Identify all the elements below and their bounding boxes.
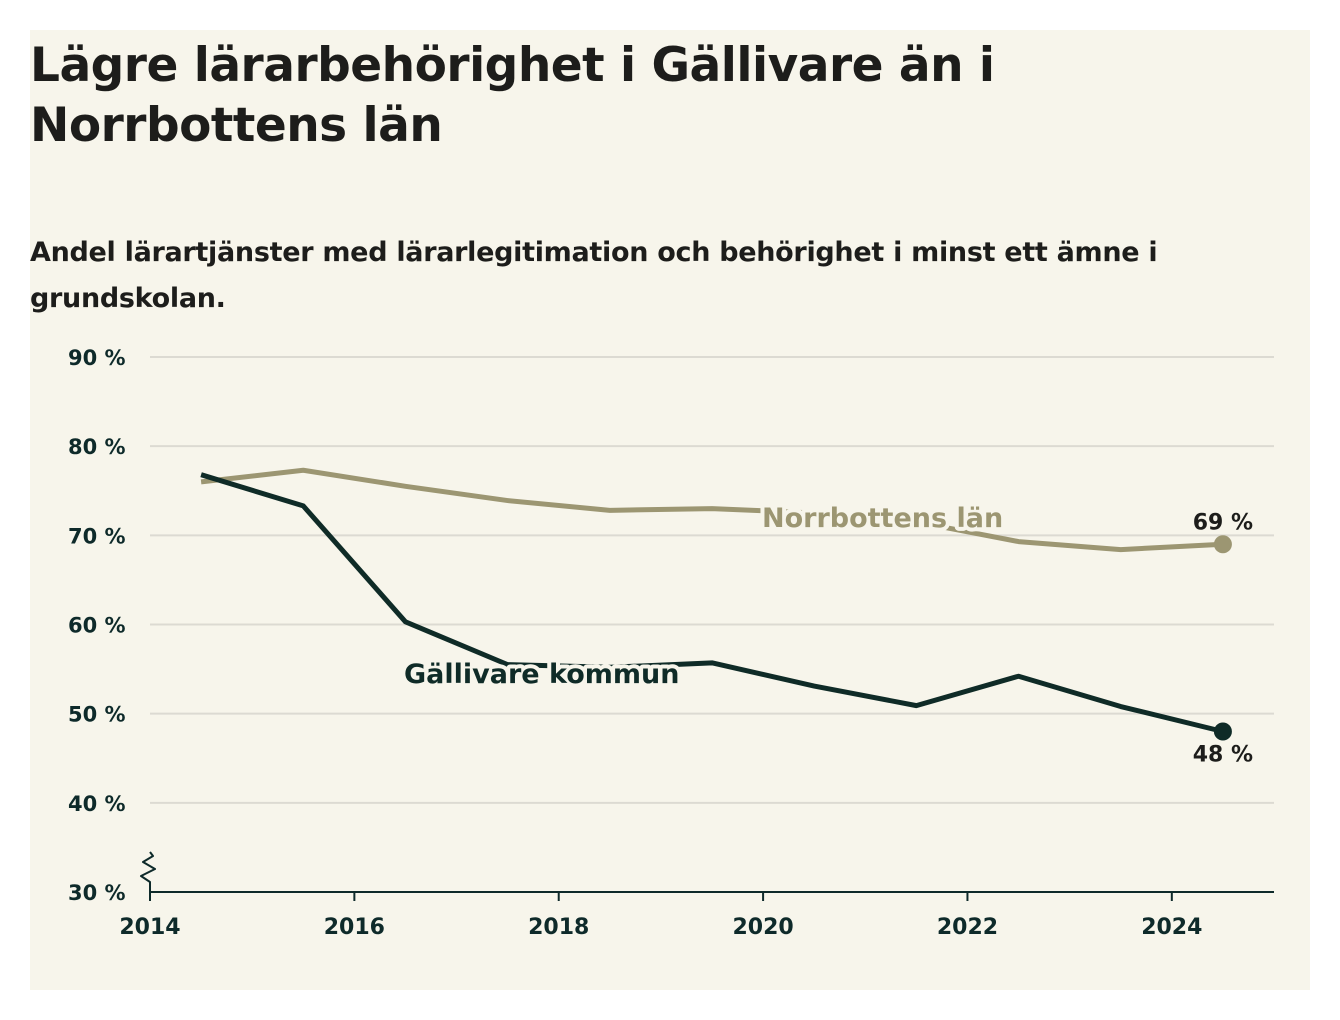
series-name-label: Gällivare kommun [404,659,679,690]
axis-break-marker [140,851,156,892]
series-end-marker [1213,722,1232,741]
x-tick-label: 2020 [732,915,793,940]
series-lines [200,467,1232,741]
x-tick-label: 2014 [119,915,180,940]
axes: 30 % 40 % 50 % 60 % 70 % 80 % 90 % 2014 2016 2018… [68,346,1274,940]
x-tick-label: 2022 [937,915,998,940]
chart-title: Lägre lärarbehörighet i Gällivare än i N… [30,38,995,153]
series-line-norrbotten [200,467,1224,553]
y-tick-label: 90 % [68,346,126,370]
series-labels: 69 % 48 % Norrbottens län Gällivare kommun [400,499,1253,768]
chart-subtitle: Andel lärartjänster med lärarlegitimatio… [30,237,1158,314]
series-name-label: Norrbottens län [762,503,1003,534]
series-end-label: 48 % [1193,743,1253,768]
x-tick-label: 2024 [1141,915,1202,940]
series-line-gallivare [200,472,1224,734]
gridlines [150,356,1274,804]
y-tick-label: 80 % [68,435,126,459]
y-tick-label: 30 % [68,881,126,905]
y-tick-label: 50 % [68,703,126,727]
y-tick-label: 40 % [68,792,126,816]
y-tick-label: 60 % [68,614,126,638]
x-tick-label: 2018 [528,915,589,940]
y-tick-label: 70 % [68,524,126,548]
series-end-marker [1213,535,1232,554]
series-end-label: 69 % [1193,510,1253,535]
x-tick-label: 2016 [324,915,385,940]
